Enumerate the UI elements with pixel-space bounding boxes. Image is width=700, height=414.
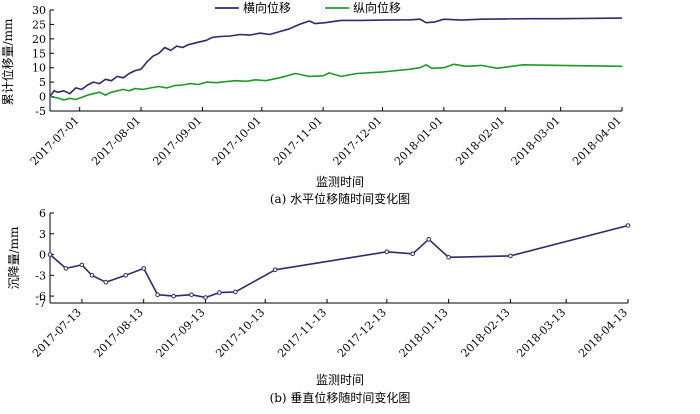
- chart-a-legend-label: 横向位移: [243, 0, 291, 15]
- chart-b-data-point: [123, 273, 128, 278]
- chart-b-data-point: [47, 252, 53, 257]
- chart-a-xtick-label: 2017-08-01: [89, 114, 143, 168]
- chart-b-data-point: [103, 279, 109, 285]
- chart-a-ytick-label: 10: [32, 62, 46, 75]
- chart-a-caption: (a) 水平位移随时间变化图: [270, 191, 410, 206]
- chart-b-ytick-label: -6: [35, 290, 46, 303]
- chart-b-ytick-label: -7: [35, 297, 46, 310]
- chart-a-xtick-label: 2017-09-01: [150, 114, 204, 168]
- chart-b-data-point: [217, 290, 222, 295]
- chart-b-xtick-label: 2017-12-13: [335, 306, 389, 360]
- chart-b-xlabel: 监测时间: [316, 373, 364, 387]
- chart-a-ylabel: 累计位移量/mm: [0, 18, 15, 105]
- chart-b-xtick-label: 2018-04-13: [576, 306, 630, 360]
- chart-b-xtick-label: 2018-03-13: [514, 306, 568, 360]
- chart-a-ytick-label: 15: [32, 47, 46, 60]
- chart-b-data-point: [446, 254, 451, 260]
- chart-a-ytick-label: 5: [39, 76, 46, 89]
- chart-b-data-point: [233, 289, 238, 295]
- chart-b-data-point: [89, 273, 95, 278]
- chart-a-ytick-label: 30: [32, 4, 46, 17]
- chart-b-ytick-label: 3: [39, 228, 46, 241]
- chart-a-ytick-label: 25: [32, 18, 46, 31]
- chart-a-xtick-label: 2018-04-01: [570, 114, 624, 168]
- chart-b-ylabel: 沉降量/mm: [7, 226, 21, 289]
- chart-b-data-point: [625, 223, 631, 228]
- chart-a-xtick-label: 2017-12-01: [331, 114, 385, 168]
- chart-a-series-line-2: [49, 63, 623, 101]
- chart-b-xtick-label: 2018-01-13: [397, 306, 451, 360]
- chart-b-caption: (b) 垂直位移随时间变化图: [270, 390, 411, 405]
- chart-b-data-point: [155, 292, 160, 298]
- chart-b-xtick-label: 2017-09-13: [154, 306, 208, 360]
- chart-a-xtick-label: 2017-07-01: [28, 114, 82, 168]
- chart-a-xlabel: 监测时间: [316, 175, 364, 189]
- chart-b-data-point: [272, 267, 278, 273]
- chart-b-data-point: [508, 253, 513, 259]
- chart-b-data-point: [203, 295, 208, 300]
- chart-a-xtick-label: 2017-10-01: [210, 114, 264, 168]
- chart-b-ytick-label: 6: [39, 207, 46, 220]
- chart-b-data-point: [189, 292, 194, 298]
- chart-b-ytick-label: 0: [39, 249, 46, 262]
- chart-b-series-line-1: [49, 224, 629, 299]
- chart-b-xtick-label: 2017-08-13: [92, 306, 146, 360]
- chart-a-xtick-label: 2018-03-01: [509, 114, 563, 168]
- chart-a-ytick-label: 20: [32, 33, 46, 46]
- chart-b-xtick-label: 2017-07-13: [30, 306, 84, 360]
- chart-b-data-point: [384, 249, 390, 255]
- chart-b-xtick-label: 2017-11-13: [275, 306, 329, 360]
- chart-a-xtick-label: 2017-11-01: [271, 114, 325, 168]
- chart-b-data-point: [410, 251, 416, 257]
- chart-b-data-point: [63, 266, 69, 271]
- chart-a-ytick-label: -5: [35, 105, 46, 118]
- chart-a-legend-label: 纵向位移: [353, 0, 401, 15]
- chart-b-data-point: [171, 293, 176, 299]
- chart-b-xtick-label: 2017-10-13: [213, 306, 267, 360]
- vertical-displacement-chart: 沉降量/mm 监测时间 (b) 垂直位移随时间变化图 630-3-6-72017…: [7, 207, 631, 405]
- chart-b-data-point: [426, 237, 432, 242]
- chart-b-ytick-label: -3: [35, 269, 46, 282]
- chart-b-data-point: [141, 266, 146, 271]
- chart-b-data-point: [79, 262, 85, 268]
- chart-b-xtick-label: 2018-02-13: [458, 306, 512, 360]
- chart-a-ytick-label: 0: [39, 91, 46, 104]
- chart-a-xtick-label: 2018-02-01: [453, 114, 507, 168]
- chart-a-series-line-1: [49, 17, 623, 98]
- chart-a-xtick-label: 2018-01-01: [392, 114, 446, 168]
